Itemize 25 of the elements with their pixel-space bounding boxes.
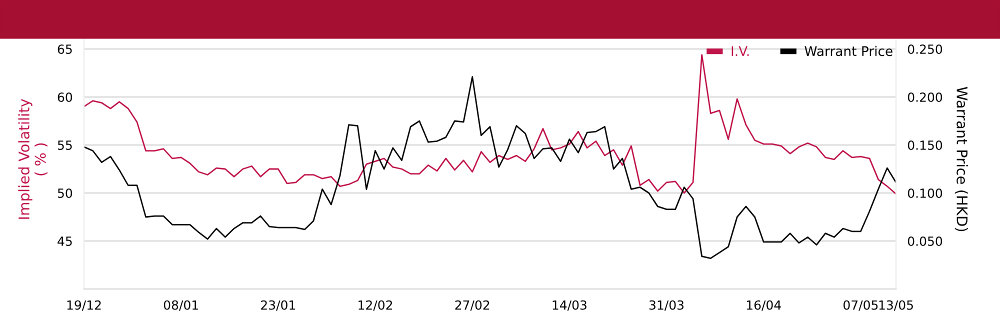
legend-label: I.V.: [732, 46, 749, 56]
x-tick-label: 08/01: [164, 300, 198, 311]
x-tick-label: 14/03: [552, 300, 586, 311]
y2-tick-label: 0.250: [908, 44, 942, 54]
y2-tick-label: 0.100: [908, 188, 942, 198]
y2-tick-label: 0.150: [908, 140, 942, 150]
x-tick-label: 23/01: [261, 300, 296, 311]
y-tick-label: 65: [58, 44, 72, 54]
x-tick-label: 27/02: [455, 300, 490, 311]
x-tick-label: 07/05: [844, 300, 878, 311]
x-tick-label: 12/02: [358, 300, 392, 311]
y-tick-label: 60: [58, 92, 72, 102]
y2-tick-label: 0.200: [908, 92, 942, 102]
x-tick-label: 31/03: [649, 300, 684, 311]
y-tick-label: 55: [58, 140, 72, 150]
legend-label: Warrant Price: [804, 46, 892, 56]
y-tick-label: 45: [58, 236, 72, 246]
x-tick-label: 13/05: [879, 300, 913, 311]
x-tick-label: 19/12: [67, 300, 101, 311]
y2-tick-label: 0.050: [908, 236, 942, 246]
y-axis-title: Implied Volatility ( % ): [18, 98, 48, 219]
x-tick-label: 16/04: [746, 300, 781, 311]
y-tick-label: 50: [58, 188, 72, 198]
line-series: [84, 76, 896, 259]
y2-axis-title: Warrant Price (HKD): [954, 86, 968, 232]
